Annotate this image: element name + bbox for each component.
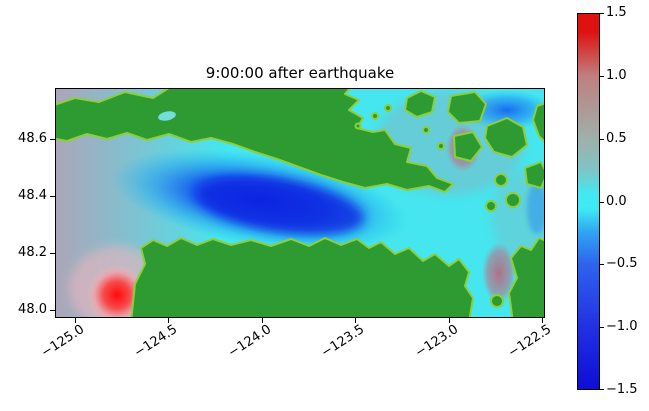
land-vancouver-island (55, 88, 454, 193)
y-tick-label: 48.4 (18, 188, 47, 203)
island-inlet (158, 111, 176, 121)
x-tick-mark (168, 318, 169, 323)
islet (354, 122, 362, 130)
islet (384, 104, 392, 112)
x-tick-label: −123.5 (318, 322, 368, 361)
islet (494, 173, 508, 187)
colorbar-tick-label: 1.5 (606, 5, 627, 20)
colorbar-tick-label: −1.0 (606, 319, 638, 334)
colorbar-tick-label: 1.0 (606, 68, 627, 83)
x-tick-label: −125.0 (38, 322, 88, 361)
y-tick-mark (50, 139, 55, 140)
colorbar-tick-label: −1.5 (606, 382, 638, 397)
plot-title: 9:00:00 after earthquake (205, 64, 395, 82)
colorbar-tick-label: −0.5 (606, 256, 638, 271)
colorbar-tick-mark (600, 327, 604, 328)
colorbar-tick-label: 0.0 (606, 194, 627, 209)
y-tick-label: 48.0 (18, 302, 47, 317)
y-tick-mark (50, 253, 55, 254)
island-4 (453, 131, 483, 162)
x-tick-mark (262, 318, 263, 323)
x-tick-label: −124.0 (225, 322, 275, 361)
islet (490, 294, 504, 308)
east-blue-streak (527, 182, 545, 234)
y-tick-label: 48.2 (18, 245, 47, 260)
island-5 (524, 161, 545, 189)
colorbar-tick-label: 0.5 (606, 131, 627, 146)
island-2 (447, 91, 487, 124)
islet (371, 112, 379, 120)
x-tick-mark (542, 318, 543, 323)
islet (505, 192, 521, 208)
islet (485, 200, 497, 212)
rose-patch-south (482, 242, 516, 304)
y-tick-mark (50, 310, 55, 311)
land-east-mainland (508, 237, 545, 318)
map-plot-area (55, 88, 545, 318)
colorbar-tick-mark (600, 264, 604, 265)
colorbar-tick-mark (600, 389, 604, 390)
x-tick-mark (355, 318, 356, 323)
colorbar-tick-mark (600, 76, 604, 77)
island-1 (404, 90, 436, 118)
y-tick-label: 48.6 (18, 131, 47, 146)
x-tick-label: −122.5 (505, 322, 555, 361)
x-tick-mark (75, 318, 76, 323)
wave-trough-core (195, 177, 365, 235)
y-tick-mark (50, 196, 55, 197)
map-canvas (55, 88, 545, 318)
x-tick-mark (449, 318, 450, 323)
island-3 (484, 117, 528, 158)
colorbar-tick-mark (600, 139, 604, 140)
land-olympic-peninsula (130, 237, 474, 318)
x-tick-label: −123.0 (412, 322, 462, 361)
colorbar-tick-mark (600, 13, 604, 14)
x-tick-label: −124.5 (131, 322, 181, 361)
colorbar-tick-mark (600, 202, 604, 203)
islet (422, 126, 430, 134)
islet (437, 142, 445, 150)
colorbar-gradient (577, 13, 600, 390)
